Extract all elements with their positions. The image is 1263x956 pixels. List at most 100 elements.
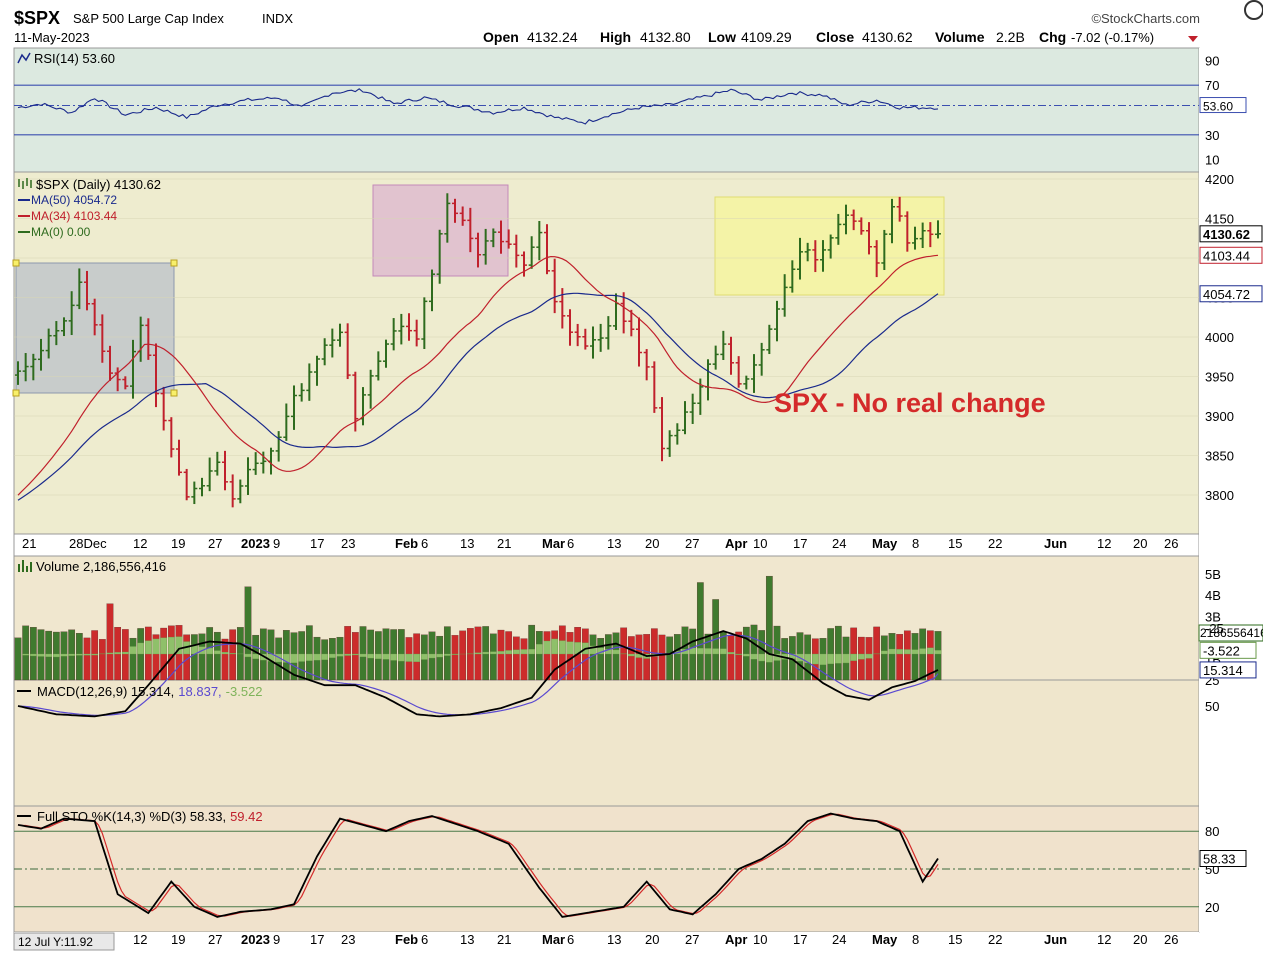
macd-tick-label: 50: [1205, 699, 1219, 714]
volume-bar: [91, 630, 97, 680]
price-value-label: 4103.44: [1203, 248, 1250, 263]
price-tick-label: 4200: [1205, 172, 1234, 187]
ma34-legend: MA(34) 4103.44: [31, 209, 117, 223]
date-tick-label: 15: [948, 536, 962, 551]
volume-bar: [30, 627, 36, 680]
date-tick-label: 21: [22, 536, 36, 551]
date-tick-label: 17: [310, 536, 324, 551]
date-tick-label: 12: [1097, 536, 1111, 551]
macd-hist-bar: [130, 646, 136, 654]
macd-hist-bar: [843, 654, 849, 663]
ma0-legend: MA(0) 0.00: [31, 225, 91, 239]
macd-hist-bar: [107, 653, 113, 654]
macd-hist-bar: [919, 649, 925, 654]
date-tick-label: Feb: [395, 536, 418, 551]
macd-title-main: MACD(12,26,9) 15.314,: [37, 684, 174, 699]
date-tick-label: May: [872, 932, 898, 947]
macd-hist-bar: [490, 652, 496, 654]
date-tick-label: 22: [988, 536, 1002, 551]
handle-tr[interactable]: [171, 260, 177, 266]
date-tick-label: 12: [133, 932, 147, 947]
volume-tick-label: 5B: [1205, 567, 1221, 582]
macd-hist-bar: [306, 654, 312, 661]
macd-hist-bar: [498, 651, 504, 654]
macd-hist-bar: [137, 643, 143, 654]
macd-hist-bar: [705, 648, 711, 654]
macd-hist-bar: [38, 654, 44, 656]
macd-hist-bar: [881, 651, 887, 654]
volume-bar: [889, 633, 895, 680]
close-icon[interactable]: [1245, 1, 1263, 19]
macd-hist-bar: [413, 654, 419, 662]
handle-br[interactable]: [171, 390, 177, 396]
volume-bar: [536, 631, 542, 680]
volume-bar: [735, 632, 741, 680]
date-tick-label: 13: [460, 536, 474, 551]
macd-hist-bar: [160, 638, 166, 654]
volume-bar: [628, 636, 634, 680]
sto-value-label: 58.33: [1203, 852, 1236, 867]
date-tick-label: 23: [341, 932, 355, 947]
macd-hist-bar: [528, 649, 534, 654]
date-tick-label: 28Dec: [69, 536, 107, 551]
volume-bar: [191, 634, 197, 680]
macd-hist-bar: [91, 654, 97, 655]
volume-bar: [237, 627, 243, 680]
price-title: $SPX (Daily) 4130.62: [36, 177, 161, 192]
date-tick-label: 19: [171, 932, 185, 947]
volume-bar: [337, 637, 343, 680]
volume-bar: [605, 634, 611, 680]
index-name: S&P 500 Large Cap Index: [73, 11, 224, 26]
macd-hist-bar: [344, 654, 350, 656]
volume-label: Volume: [935, 29, 985, 45]
volume-title: Volume 2,186,556,416: [36, 559, 166, 574]
volume-bar: [214, 632, 220, 680]
date-tick-label: Jun: [1044, 536, 1067, 551]
macd-hist-bar: [168, 637, 174, 654]
volume-bar: [666, 637, 672, 680]
date-tick-label: 24: [832, 932, 846, 947]
date-tick-label: 6: [421, 932, 428, 947]
macd-hist-bar: [521, 649, 527, 654]
volume-bar: [344, 626, 350, 680]
macd-hist-bar: [53, 654, 59, 657]
macd-hist-bar: [321, 654, 327, 660]
macd-hist-bar: [390, 654, 396, 660]
chart-date: 11-May-2023: [14, 30, 90, 45]
volume-bar: [490, 634, 496, 680]
date-tick-label: May: [872, 536, 898, 551]
volume-bar: [728, 635, 734, 680]
handle-bl[interactable]: [13, 390, 19, 396]
macd-hist-bar: [536, 644, 542, 654]
volume-bar: [352, 632, 358, 680]
macd-hist-bar: [613, 650, 619, 654]
date-tick-label: 27: [685, 932, 699, 947]
date-tick-label: 21: [497, 536, 511, 551]
macd-hist-bar: [375, 654, 381, 659]
macd-hist-bar: [866, 654, 872, 658]
macd-hist-bar: [452, 654, 458, 655]
handle-tl[interactable]: [13, 260, 19, 266]
date-tick-label: 2023: [241, 536, 270, 551]
macd-hist-bar: [697, 648, 703, 654]
sto-title-d: 59.42: [230, 809, 263, 824]
macd-hist-bar: [513, 650, 519, 654]
macd-hist-bar: [398, 654, 404, 661]
rsi-panel: [14, 48, 1199, 172]
sto-title-main: Full STO %K(14,3) %D(3) 58.33,: [37, 809, 226, 824]
date-tick-label: Apr: [725, 536, 747, 551]
date-tick-label: 15: [948, 932, 962, 947]
rsi-tick-label: 10: [1205, 153, 1219, 168]
date-tick-label: 23: [341, 536, 355, 551]
price-tick-label: 3800: [1205, 488, 1234, 503]
volume-bar: [835, 626, 841, 680]
macd-hist-bar: [544, 641, 550, 654]
volume-bar: [107, 604, 113, 680]
volume-bar: [912, 633, 918, 680]
date-tick-label: 6: [567, 932, 574, 947]
volume-value: 2.2B: [996, 29, 1025, 45]
macd-hist-bar: [383, 654, 389, 659]
macd-hist-bar: [252, 654, 258, 659]
